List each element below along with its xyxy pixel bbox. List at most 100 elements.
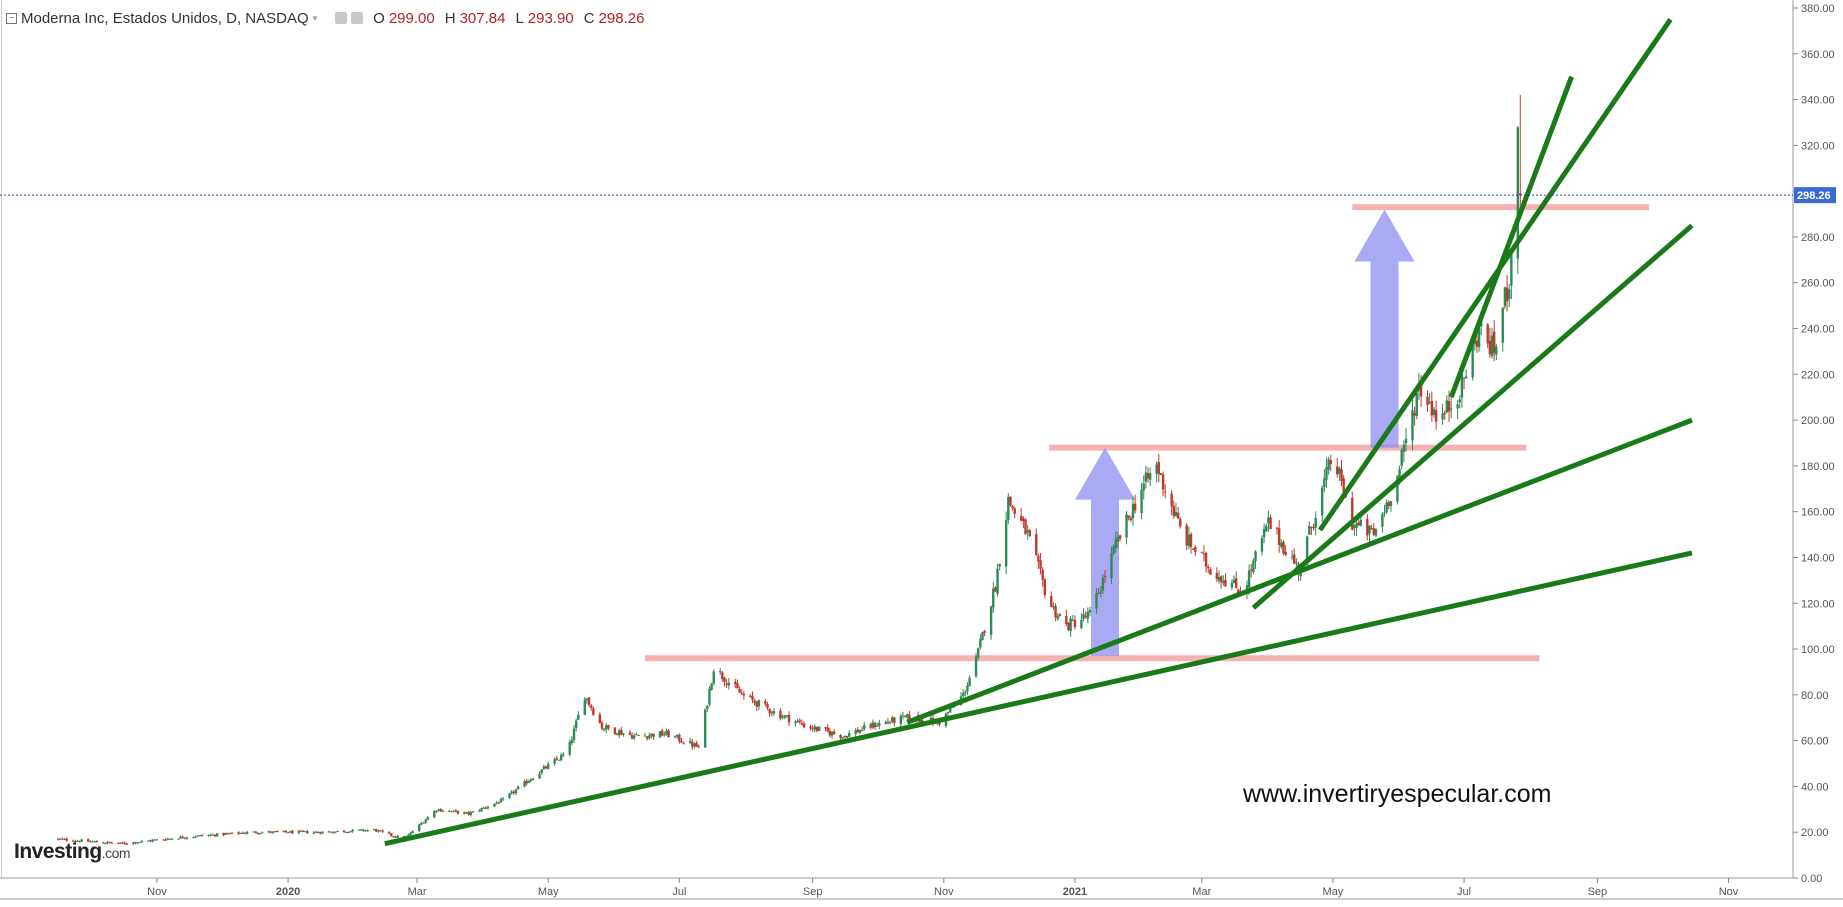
candle-body — [439, 809, 442, 812]
candle-body — [516, 786, 520, 790]
y-tick-label: 180.00 — [1801, 461, 1835, 473]
candle-body — [1323, 478, 1326, 488]
candle-body — [166, 838, 169, 840]
candle-body — [435, 810, 438, 812]
y-tick-label: 200.00 — [1801, 415, 1835, 427]
candle-body — [312, 832, 316, 834]
candle-body — [1247, 570, 1251, 588]
candle-body — [104, 843, 107, 845]
candle-body — [164, 839, 167, 841]
candle-body — [71, 840, 75, 842]
candle-body — [1374, 528, 1378, 536]
candle-body — [1209, 569, 1212, 575]
candle-body — [181, 836, 184, 839]
candle-body — [908, 714, 911, 721]
eye-icon[interactable] — [335, 12, 348, 24]
candle-body — [1146, 472, 1150, 479]
y-tick-label: 160.00 — [1801, 507, 1835, 519]
candle-body — [751, 695, 754, 700]
candle-body — [1185, 525, 1188, 546]
candle-body — [63, 838, 66, 840]
candle-body — [1495, 346, 1498, 355]
candle-body — [779, 710, 782, 719]
candle-body — [1148, 473, 1152, 480]
candle-body — [1069, 618, 1072, 632]
close-value: 298.26 — [598, 9, 645, 27]
candle-body — [138, 841, 141, 843]
candle-body — [286, 832, 290, 834]
breakout-arrows — [1075, 209, 1415, 656]
chevron-down-icon[interactable]: ▾ — [312, 12, 318, 23]
candle-body — [433, 810, 436, 818]
candle-body — [101, 842, 105, 844]
candle-body — [1071, 620, 1074, 622]
collapse-icon[interactable]: − — [6, 12, 17, 24]
candle-body — [261, 832, 264, 834]
low-value: 293.90 — [527, 9, 574, 27]
candle-body — [1058, 614, 1062, 616]
candle-body — [996, 568, 999, 594]
candle-body — [1250, 569, 1253, 571]
candle-body — [781, 716, 784, 718]
candle-body — [620, 730, 623, 735]
candle-body — [1465, 376, 1468, 379]
candle-body — [1054, 605, 1057, 618]
candle-body — [424, 819, 427, 823]
candle-body — [125, 843, 129, 845]
candle-body — [665, 730, 668, 735]
candle-body — [1028, 530, 1031, 536]
candle-body — [1222, 580, 1225, 584]
y-tick-label: 260.00 — [1801, 278, 1835, 290]
x-tick-label: Mar — [1192, 886, 1211, 898]
candle-body — [992, 588, 995, 608]
candle-body — [58, 838, 62, 840]
candle-body — [134, 842, 137, 844]
candle-body — [1086, 612, 1090, 619]
candle-body — [192, 837, 195, 839]
candle-body — [557, 759, 561, 761]
candle-body — [949, 707, 952, 713]
candle-body — [321, 831, 324, 834]
candle-body — [529, 779, 533, 782]
candle-body — [583, 699, 586, 715]
candle-body — [271, 831, 275, 833]
candle-body — [544, 766, 548, 769]
candle-body — [1129, 518, 1133, 521]
candle-body — [243, 833, 247, 835]
candle-body — [1389, 501, 1393, 507]
candle-body — [301, 831, 305, 833]
x-tick-label: Jul — [672, 886, 686, 898]
candle-body — [332, 832, 335, 834]
y-tick-label: 140.00 — [1801, 552, 1835, 564]
y-tick-label: 60.00 — [1801, 736, 1829, 748]
candle-body — [994, 587, 997, 592]
candle-body — [1073, 619, 1077, 627]
candle-body — [1327, 459, 1330, 470]
trendlines — [384, 18, 1694, 847]
candle-body — [93, 841, 96, 843]
last-price-badge — [1794, 187, 1836, 204]
candle-body — [1013, 508, 1016, 514]
candle-body — [215, 833, 219, 837]
candle-body — [1510, 253, 1513, 286]
candle-body — [469, 812, 473, 816]
candle-body — [974, 656, 978, 677]
candle-body — [1114, 539, 1117, 548]
candle-body — [1359, 519, 1363, 526]
candle-body — [56, 838, 60, 840]
candle-body — [1056, 616, 1059, 619]
settings-icon[interactable] — [351, 12, 364, 24]
breakout-arrow — [1354, 209, 1415, 448]
candle-body — [998, 563, 1001, 567]
y-tick-label: 240.00 — [1801, 324, 1835, 336]
candle-body — [1204, 552, 1208, 567]
candle-body — [1426, 396, 1429, 405]
candle-body — [1480, 322, 1483, 327]
x-tick-label: Nov — [934, 886, 954, 898]
candle-body — [891, 717, 894, 722]
y-tick-label: 280.00 — [1801, 232, 1835, 244]
candle-body — [314, 831, 318, 833]
candle-body — [1164, 491, 1167, 493]
